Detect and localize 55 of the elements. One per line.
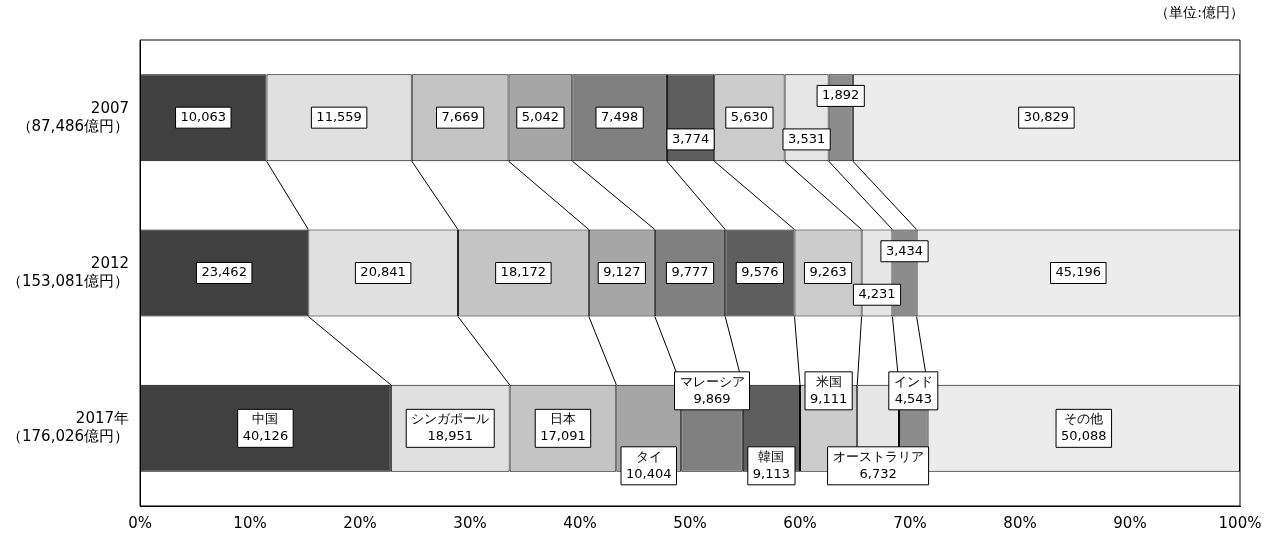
- annotation: 9,127: [603, 264, 641, 280]
- x-tick-label: 80%: [1003, 513, 1037, 532]
- annotation: 9,263: [809, 264, 847, 280]
- y-tick-label: 2012（153,081億円）: [7, 253, 130, 290]
- annotation: 7,498: [601, 109, 639, 125]
- series-label: 韓国: [758, 448, 785, 464]
- x-tick-label: 10%: [233, 513, 267, 532]
- x-tick-label: 20%: [343, 513, 377, 532]
- text: （単位:億円）: [1155, 4, 1244, 22]
- annotation: 10,404: [626, 465, 672, 481]
- annotation: 4,231: [858, 286, 896, 302]
- y-tick-label: 2007（87,486億円）: [16, 98, 130, 135]
- x-tick-label: 100%: [1218, 513, 1262, 532]
- series-label: マレーシア: [679, 373, 745, 389]
- x-tick-label: 60%: [783, 513, 817, 532]
- annotation: 23,462: [201, 264, 247, 280]
- annotation: 50,088: [1061, 428, 1107, 444]
- annotation: 17,091: [540, 428, 586, 444]
- series-label: 米国: [815, 373, 842, 389]
- x-tick-label: 30%: [453, 513, 487, 532]
- series-label: オーストラリア: [832, 448, 924, 464]
- annotation: 9,576: [741, 264, 779, 280]
- annotation: 9,111: [810, 390, 848, 406]
- series-label: その他: [1064, 411, 1104, 427]
- series-label: シンガポール: [411, 411, 490, 427]
- series-label: 中国: [252, 411, 279, 427]
- annotation: 9,777: [671, 264, 709, 280]
- annotation: 20,841: [360, 264, 406, 280]
- annotation: 30,829: [1023, 109, 1070, 125]
- series-label: タイ: [635, 448, 662, 464]
- annotation: 40,126: [242, 428, 289, 444]
- x-tick-label: 40%: [563, 513, 597, 532]
- annotation: 3,434: [885, 242, 924, 258]
- annotation: 3,774: [671, 130, 710, 146]
- annotation: 11,559: [316, 109, 362, 125]
- annotation: 7,669: [441, 109, 479, 125]
- series-label: インド: [893, 373, 933, 389]
- annotation: 45,196: [1055, 264, 1102, 280]
- x-tick-label: 50%: [673, 513, 707, 532]
- annotation: 9,113: [752, 465, 791, 481]
- annotation: 10,063: [180, 109, 227, 125]
- x-tick-label: 70%: [893, 513, 927, 532]
- annotation: 5,630: [730, 109, 769, 125]
- y-tick-label: 2017年（176,026億円）: [7, 409, 130, 446]
- annotation: 3,531: [788, 130, 826, 146]
- x-tick-label: 90%: [1113, 513, 1147, 532]
- annotation: 5,042: [521, 109, 560, 125]
- annotation: 18,951: [427, 428, 473, 444]
- annotation: 6,732: [859, 465, 897, 481]
- annotation: 1,892: [822, 87, 860, 103]
- annotation: 9,869: [693, 390, 731, 406]
- annotation: 18,172: [500, 264, 547, 280]
- series-label: 日本: [549, 411, 576, 427]
- x-tick-label: 0%: [128, 513, 152, 532]
- annotation: 4,543: [894, 390, 932, 406]
